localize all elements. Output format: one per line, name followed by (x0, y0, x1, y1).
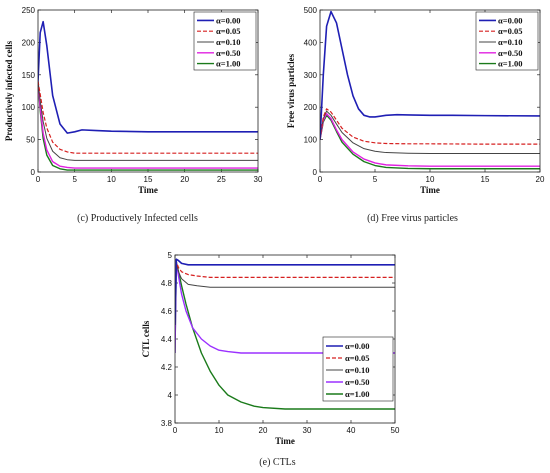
y-tick-label: 50 (26, 136, 35, 145)
legend-box (475, 11, 539, 71)
chart-e-svg: 0 10 20 30 40 50 3.8 4 4.2 4.4 4.6 4.8 5 Time CTL cell… (141, 251, 400, 446)
x-tick-label: 40 (347, 426, 356, 435)
x-tick-label: 25 (217, 175, 226, 184)
legend-box (322, 336, 394, 402)
y-tick-label: 250 (22, 6, 36, 15)
x-tick-label: 50 (391, 426, 400, 435)
caption-c: (c) Productively Infected cells (77, 213, 198, 224)
series-line (38, 20, 258, 134)
y-tick-label: 0 (313, 168, 318, 177)
legend-label: α=1.00 (498, 59, 522, 69)
x-tick-label: 15 (144, 175, 153, 184)
series-line (38, 81, 258, 171)
series-group (175, 258, 395, 410)
y-tick-label: 4.4 (161, 335, 173, 344)
x-tick-label: 20 (536, 175, 545, 184)
legend-label: α=0.50 (345, 377, 369, 387)
legend-label: α=0.10 (498, 37, 522, 47)
series-line (175, 261, 395, 326)
y-tick-label: 0 (31, 168, 36, 177)
x-tick-label: 10 (107, 175, 116, 184)
x-tick-label: 10 (215, 426, 224, 435)
legend-label: α=0.50 (216, 48, 240, 58)
x-axis-label: Time (138, 185, 158, 195)
legend-label: α=0.00 (498, 15, 522, 25)
legend-label: α=1.00 (345, 389, 369, 399)
series-line (320, 112, 540, 167)
axes-frame (174, 254, 396, 424)
chart-panel-d: 0 5 10 15 20 0 100 200 300 400 500 Time Free virus p… (275, 0, 550, 210)
x-tick-label: 0 (36, 175, 41, 184)
legend: α=0.00 α=0.05 α=0.10 α=0.50 α=1.00 (322, 336, 394, 402)
x-tick-label: 5 (373, 175, 378, 184)
legend-label: α=0.50 (498, 48, 522, 58)
x-axis-label: Time (420, 185, 440, 195)
series-line (320, 108, 540, 145)
y-tick-label: 4.6 (161, 307, 173, 316)
legend-label: α=1.00 (216, 59, 240, 69)
legend-label: α=0.05 (345, 353, 369, 363)
series-line (38, 81, 258, 154)
series-group (320, 10, 540, 170)
x-tick-label: 0 (318, 175, 323, 184)
legend-label: α=0.00 (345, 341, 369, 351)
x-axis-label: Time (275, 436, 295, 446)
y-tick-label: 500 (304, 6, 318, 15)
x-tick-label: 30 (254, 175, 263, 184)
series-line (320, 10, 540, 140)
y-tick-label: 5 (168, 251, 173, 260)
y-tick-label: 4.8 (161, 279, 173, 288)
axes-frame (319, 9, 541, 173)
y-tick-label: 300 (304, 71, 318, 80)
caption-d: (d) Free virus particles (367, 213, 458, 224)
chart-c-svg: 0 5 10 15 20 25 30 0 50 100 150 200 250 Time Productiv… (4, 6, 263, 195)
y-axis-label: Productively infected cells (4, 40, 14, 141)
y-tick-label: 200 (22, 38, 36, 47)
series-line (38, 81, 258, 169)
y-tick-label: 150 (22, 71, 36, 80)
series-line (320, 110, 540, 155)
legend: α=0.00α=0.05α=0.10α=0.50α=1.00 (193, 11, 257, 71)
chart-panel-c: 0 5 10 15 20 25 30 0 50 100 150 200 250 Time Productiv… (0, 0, 275, 210)
y-tick-label: 3.8 (161, 419, 173, 428)
legend-label: α=0.05 (216, 26, 240, 36)
series-line (38, 81, 258, 161)
axes-frame (37, 9, 259, 173)
caption-e: (e) CTLs (259, 457, 296, 468)
series-line (175, 258, 395, 326)
x-tick-label: 20 (180, 175, 189, 184)
chart-panel-e: 0 10 20 30 40 50 3.8 4 4.2 4.4 4.6 4.8 5 Time CTL cell… (140, 245, 415, 455)
y-tick-label: 200 (304, 103, 318, 112)
y-axis-label: CTL cells (141, 320, 151, 357)
series-line (175, 261, 395, 354)
x-tick-label: 20 (259, 426, 268, 435)
y-tick-label: 400 (304, 38, 318, 47)
series-line (175, 261, 395, 410)
series-line (320, 114, 540, 170)
legend-box (193, 11, 257, 71)
y-tick-label: 100 (22, 103, 36, 112)
series-group (38, 20, 258, 171)
x-tick-label: 0 (173, 426, 178, 435)
x-tick-label: 10 (426, 175, 435, 184)
y-tick-label: 100 (304, 136, 318, 145)
legend-label: α=0.10 (216, 37, 240, 47)
y-tick-label: 4 (168, 391, 173, 400)
legend-label: α=0.05 (498, 26, 522, 36)
x-tick-label: 5 (72, 175, 77, 184)
legend: α=0.00α=0.05α=0.10α=0.50α=1.00 (475, 11, 539, 71)
x-tick-label: 15 (481, 175, 490, 184)
x-tick-label: 30 (303, 426, 312, 435)
y-axis-label: Free virus particles (286, 53, 296, 128)
legend-label: α=0.00 (216, 15, 240, 25)
series-line (175, 262, 395, 326)
legend-label: α=0.10 (345, 365, 369, 375)
y-tick-label: 4.2 (161, 363, 173, 372)
